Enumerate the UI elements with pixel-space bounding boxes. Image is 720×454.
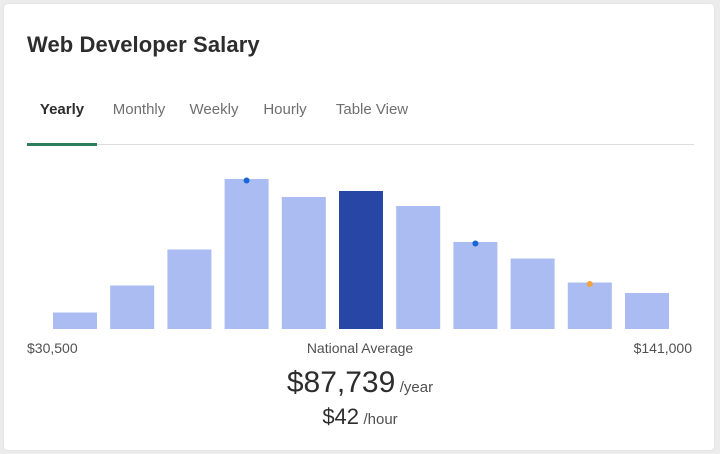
national-average-label: National Average <box>306 340 414 356</box>
histogram-bar <box>339 191 383 329</box>
histogram-bar <box>567 282 612 329</box>
period-tabs: Yearly Monthly Weekly Hourly Table View <box>27 98 694 146</box>
hourly-average-unit: /hour <box>363 411 398 428</box>
histogram-bar <box>510 258 555 329</box>
histogram-bar <box>625 293 669 329</box>
histogram-bar <box>396 206 441 329</box>
tab-hourly[interactable]: Hourly <box>263 101 307 118</box>
tab-monthly[interactable]: Monthly <box>112 101 166 118</box>
card-title: Web Developer Salary <box>27 32 260 57</box>
tab-table-view[interactable]: Table View <box>335 101 409 118</box>
hourly-average-value: $42 <box>322 404 360 429</box>
max-salary-label: $141,000 <box>633 340 692 356</box>
min-salary-label: $30,500 <box>27 340 78 356</box>
histogram-bar <box>110 285 155 329</box>
yearly-average-unit: /year <box>399 379 434 396</box>
histogram-bar <box>224 179 269 329</box>
histogram-marker <box>472 240 479 247</box>
tab-weekly[interactable]: Weekly <box>189 101 239 118</box>
histogram-bar <box>281 197 326 329</box>
yearly-average: $87,739 /year <box>0 366 720 400</box>
histogram-marker <box>586 281 593 287</box>
yearly-average-value: $87,739 <box>286 366 396 399</box>
histogram-bar <box>453 242 498 329</box>
histogram-bar <box>167 249 212 329</box>
histogram-bar <box>53 312 97 329</box>
hourly-average: $42 /hour <box>0 404 720 430</box>
histogram-marker <box>243 177 250 184</box>
salary-card: Web Developer Salary Yearly Monthly Week… <box>4 4 714 450</box>
tab-yearly[interactable]: Yearly <box>27 98 97 146</box>
